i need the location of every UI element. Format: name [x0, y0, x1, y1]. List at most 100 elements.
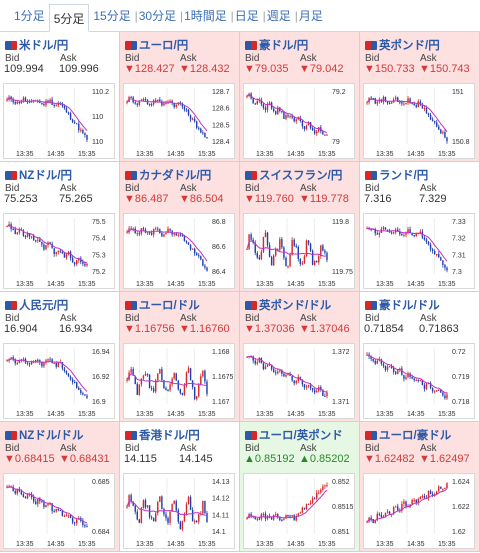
x-tick-label: 15:35: [78, 281, 96, 288]
candle-body: [76, 123, 78, 125]
candle-body: [16, 101, 18, 104]
candle-body: [392, 232, 395, 234]
candle-body: [165, 388, 167, 391]
flag-icon: [125, 301, 137, 310]
tab-5[interactable]: 日足: [231, 4, 266, 28]
bid-value: 0.71854: [364, 323, 404, 335]
flag-icon: [125, 41, 137, 50]
candle-body: [43, 244, 45, 250]
rate-card[interactable]: NZドル/円 Bid Ask 75.253 75.265 75.5 75.4 75.3 75.2…: [0, 162, 120, 292]
pair-name[interactable]: 香港ドル/円: [125, 427, 200, 442]
candle-body: [264, 107, 267, 110]
tab-0[interactable]: 1分足: [14, 8, 45, 23]
candle-body: [189, 244, 192, 250]
ask-value: ▼79.042: [299, 63, 344, 75]
candle-body: [320, 489, 322, 493]
candle-body: [309, 122, 312, 129]
pair-name[interactable]: カナダドル/円: [125, 167, 211, 182]
candle-body: [301, 120, 304, 127]
rate-card[interactable]: 香港ドル/円 Bid Ask 14.115 14.145 14.13 14.12 14.11 1…: [120, 422, 240, 552]
rate-card[interactable]: 英ポンド/円 Bid Ask ▼150.733 ▼150.743 151 150.8 13:3…: [360, 32, 480, 162]
candle-body: [378, 99, 381, 102]
y-tick-label: 110.2: [92, 89, 109, 96]
bid-label: Bid: [365, 313, 380, 324]
pair-name[interactable]: 豪ドル/ドル: [365, 297, 440, 312]
rate-card[interactable]: ランド/円 Bid Ask 7.316 7.329 7.33 7.32 7.31 7.3 13:3…: [360, 162, 480, 292]
rate-card[interactable]: 豪ドル/円 Bid Ask ▼79.035 ▼79.042 79.2 79 13:35 14:3…: [240, 32, 360, 162]
pair-name[interactable]: 英ポンド/ドル: [245, 297, 331, 312]
mini-chart: 110.2 110 110 13:35 14:35 15:35: [3, 83, 115, 159]
pair-name[interactable]: NZドル/円: [5, 167, 72, 182]
x-tick-label: 15:35: [78, 411, 96, 418]
candle-body: [155, 513, 157, 522]
tab-6[interactable]: 週足: [263, 4, 298, 28]
candlestick-chart: 151 150.8 13:35 14:35 15:35: [366, 88, 470, 158]
candle-body: [35, 359, 37, 362]
candle-body: [142, 375, 145, 379]
candle-body: [30, 361, 33, 365]
candle-body: [275, 514, 277, 516]
pair-name[interactable]: ユーロ/豪ドル: [365, 427, 451, 442]
candle-body: [84, 263, 86, 266]
candlestick-chart: 16.94 16.92 16.9 13:35 14:35 15:35: [6, 348, 110, 418]
pair-name[interactable]: 人民元/円: [5, 297, 68, 312]
candle-body: [384, 227, 387, 230]
pair-name[interactable]: NZドル/ドル: [5, 427, 84, 442]
candle-body: [159, 99, 161, 102]
candle-body: [444, 488, 446, 490]
pair-name[interactable]: ユーロ/英ポンド: [245, 427, 343, 442]
candle-body: [427, 490, 430, 498]
x-tick-label: 14:35: [407, 281, 425, 288]
tab-3[interactable]: 30分足: [135, 4, 184, 28]
rate-card[interactable]: ユーロ/豪ドル Bid Ask ▼1.62482 ▼1.62497 1.624 1.622 1…: [360, 422, 480, 552]
grid-lines: [379, 218, 435, 274]
pair-name[interactable]: ユーロ/円: [125, 37, 188, 52]
rate-card[interactable]: ユーロ/円 Bid Ask ▼128.427 ▼128.432 128.7 128.6 128…: [120, 32, 240, 162]
tab-2[interactable]: 15分足: [89, 4, 138, 28]
pair-name[interactable]: 英ポンド/円: [365, 37, 440, 52]
candle-body: [309, 502, 312, 504]
rate-card[interactable]: ユーロ/ドル Bid Ask ▼1.16756 ▼1.16760 1.168 1.1675 1…: [120, 292, 240, 422]
candle-body: [429, 244, 432, 250]
tab-4[interactable]: 1時間足: [180, 4, 233, 28]
bid-label: Bid: [5, 313, 20, 324]
candle-body: [206, 513, 208, 523]
candle-body: [431, 119, 434, 121]
tab-1[interactable]: 5分足: [48, 3, 90, 32]
candle-body: [401, 102, 403, 104]
candle-body: [179, 389, 182, 393]
candle-body: [293, 239, 295, 246]
pair-name[interactable]: スイスフラン/円: [245, 167, 342, 182]
candle-body: [163, 103, 165, 106]
pair-name[interactable]: ユーロ/ドル: [125, 297, 200, 312]
candle-body: [436, 390, 438, 392]
rate-card[interactable]: ユーロ/英ポンド Bid Ask ▲0.85192 ▲0.85202 0.852 0.851…: [240, 422, 360, 552]
candle-body: [417, 101, 419, 108]
candle-body: [22, 97, 25, 101]
pair-name[interactable]: 豪ドル/円: [245, 37, 308, 52]
pair-name[interactable]: ランド/円: [365, 167, 428, 182]
rate-card[interactable]: スイスフラン/円 Bid Ask ▼119.760 ▼119.778 119.8 119.7…: [240, 162, 360, 292]
candle-body: [415, 380, 417, 382]
candle-body: [289, 254, 291, 267]
candle-body: [39, 360, 41, 363]
rate-card[interactable]: NZドル/ドル Bid Ask ▼0.68415 ▼0.68431 0.685 0.684 1…: [0, 422, 120, 552]
grid-lines: [379, 88, 435, 144]
candle-body: [419, 231, 422, 234]
tab-7[interactable]: 月足: [298, 8, 323, 23]
y-tick-label: 128.4: [212, 139, 230, 146]
y-tick-label: 16.92: [92, 374, 110, 381]
candle-body: [313, 390, 316, 393]
candle-body: [10, 96, 12, 100]
rate-card[interactable]: 米ドル/円 Bid Ask 109.994 109.996 110.2 110 110 13:3…: [0, 32, 120, 162]
rate-card[interactable]: 人民元/円 Bid Ask 16.904 16.934 16.94 16.92 16.9 13:…: [0, 292, 120, 422]
rate-card[interactable]: 英ポンド/ドル Bid Ask ▼1.37036 ▼1.37046 1.372 1.371 1…: [240, 292, 360, 422]
candle-body: [161, 496, 163, 509]
candle-body: [413, 378, 415, 381]
rate-card[interactable]: カナダドル/円 Bid Ask ▼86.487 ▼86.504 86.8 86.6 86.4 1…: [120, 162, 240, 292]
pair-name[interactable]: 米ドル/円: [5, 37, 68, 52]
candle-body: [41, 103, 43, 105]
candle-body: [390, 366, 393, 369]
rate-card[interactable]: 豪ドル/ドル Bid Ask 0.71854 0.71863 0.72 0.719 0.718…: [360, 292, 480, 422]
candle-body: [134, 375, 136, 384]
